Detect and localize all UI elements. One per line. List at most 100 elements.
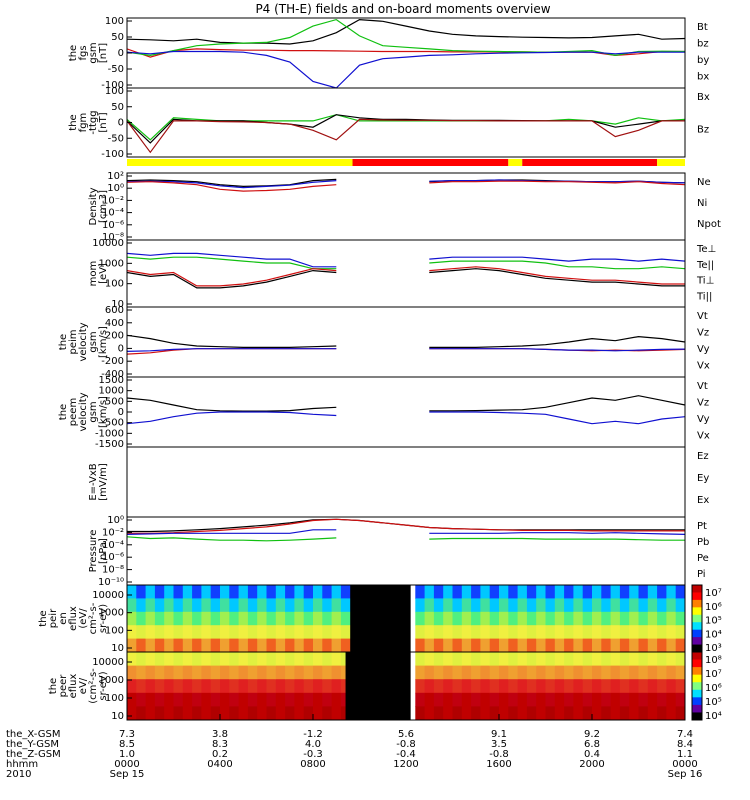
x-tick-label: 6.8 [584,739,600,750]
y-tick-label: -500 [101,418,124,429]
spectrogram-cell [154,665,165,680]
spectrogram-cell [480,611,491,626]
spectrogram-cell [601,692,612,707]
spectrogram-cell [601,706,612,720]
spectrogram-cell [638,598,649,613]
spectrogram-cell [294,638,305,652]
spectrogram-cell [433,585,444,599]
spectrogram-cell [452,625,463,640]
spectrogram-cell [647,652,658,667]
legend-label: Ni [697,198,707,209]
spectrogram-cell [322,706,333,720]
spectrogram-cell [313,585,323,599]
x-tick-label: 0800 [300,759,325,770]
spectrogram-cell [508,625,519,640]
spectrogram-cell [257,638,268,652]
colorbar-cell [692,585,702,593]
colorbar-cell [692,697,702,706]
x-tick-label: 0.2 [212,749,228,760]
y-axis-label: [mV/m] [98,463,109,501]
spectrogram-cell [536,692,547,707]
spectrogram-cell [210,598,221,613]
spectrogram-cell [480,585,491,599]
legend-label: Vt [697,381,708,392]
x-tick-label: 1600 [486,759,511,770]
spectrogram-cell [545,611,556,626]
spectrogram-cell [647,611,658,626]
spectrogram-cell [526,706,537,720]
spectrogram-cell [275,598,286,613]
data-gap [350,585,411,652]
spectrogram-cell [471,585,481,599]
spectrogram-cell [443,706,454,720]
spectrogram-cell [173,679,184,694]
spectrogram-cell [564,585,574,599]
spectrogram-cell [331,679,342,694]
colorbar-tick-label: 10⁴ [705,629,722,640]
spectrogram-cell [201,638,212,652]
legend-label: Ti⊥ [696,276,714,287]
spectrogram-cell [638,638,649,652]
spectrogram-cell [647,706,658,720]
spectrogram-cell [601,652,612,667]
spectrogram-cell [499,638,509,652]
spectrogram-cell [619,625,630,640]
spectrogram-cell [127,598,137,613]
colorbar-cell [692,652,702,661]
series-line-Vz [126,348,686,355]
legend-label: Vz [697,398,709,409]
y-axis-label: the [58,334,69,350]
spectrogram-cell [154,692,165,707]
y-tick-label: 1000 [99,608,124,619]
spectrogram-cell [201,625,212,640]
spectrogram-cell [619,706,630,720]
spectrogram-cell [164,625,175,640]
spectrogram-cell [266,679,277,694]
colorbar-frame [691,651,703,721]
spectrogram-cell [247,598,258,613]
spectrogram-cell [173,665,184,680]
spectrogram-cell [220,679,230,694]
spectrogram-cell [322,679,333,694]
spectrogram-cell [229,665,240,680]
spectrogram-cell [192,611,202,626]
series-line-Te⊥ [126,266,685,287]
spectrogram-cell [629,611,640,626]
spectrogram-cell [601,625,612,640]
y-tick-label: -50 [108,133,124,144]
y-axis-label: [km/s] [98,326,109,358]
y-axis-label: Pressure [88,530,99,573]
spectrogram-cell [238,585,249,599]
spectrogram-cell [257,585,268,599]
spectrogram-cell [526,585,537,599]
spectrogram-cell [220,625,230,640]
spectrogram-cell [182,706,193,720]
spectrogram-cell [164,598,175,613]
x-tick-label: 7.4 [677,729,693,740]
spectrogram-cell [499,625,509,640]
panel-frame [126,516,686,586]
panel-peir-spec [127,584,703,653]
spectrogram-cell [461,638,472,652]
series-line-red [126,118,685,154]
spectrogram-cell [638,665,649,680]
spectrogram-cell [415,692,426,707]
spectrogram-cell [508,585,519,599]
x-tick-label: Sep 16 [668,769,703,780]
series-line-by [126,18,686,57]
spectrogram-cell [471,692,481,707]
spectrogram-cell [638,625,649,640]
y-tick-label: 0 [118,407,124,418]
spectrogram-cell [610,598,621,613]
spectrogram-cell [508,638,519,652]
series-line-Ti⊥ [126,252,686,268]
series-line-bx [126,50,685,89]
spectrogram-cell [303,585,314,599]
spectrogram-cell [303,665,314,680]
spectrogram-cell [285,625,295,640]
x-tick-label: 9.1 [491,729,507,740]
spectrogram-cell [266,585,277,599]
spectrogram-cell [564,665,574,680]
spectrogram-cell [303,611,314,626]
y-axis-label: peir [48,608,59,628]
